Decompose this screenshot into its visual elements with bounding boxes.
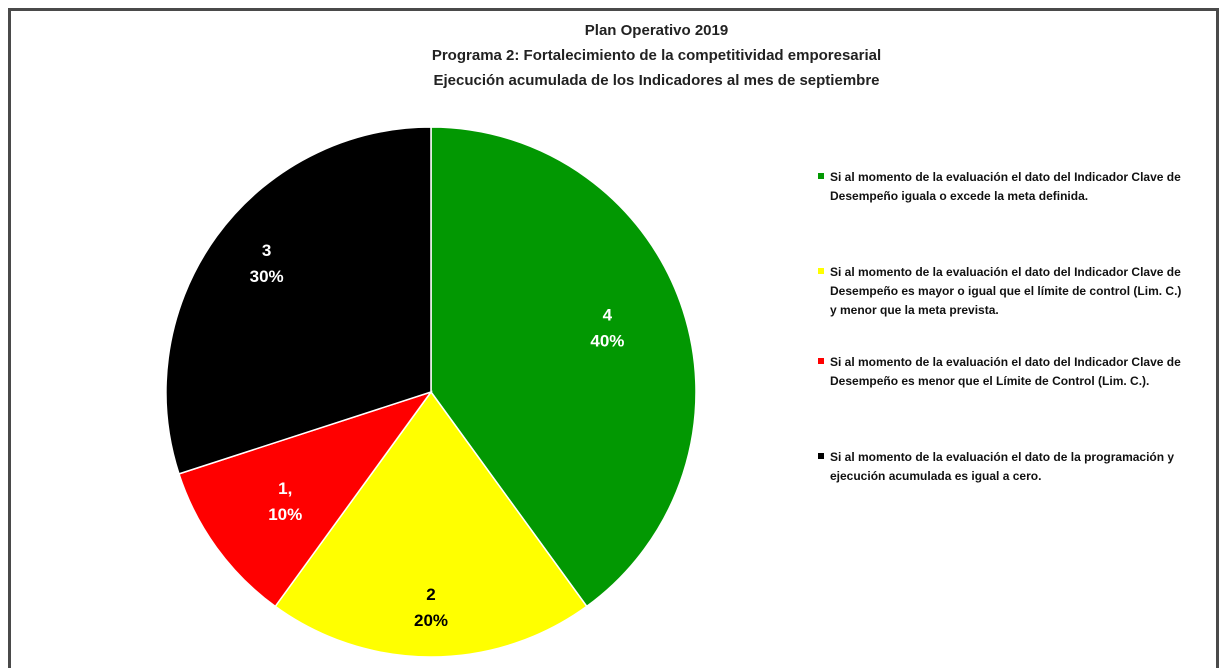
page-top-strip (0, 0, 1227, 8)
legend-swatch-black (818, 453, 824, 459)
legend-swatch-green (818, 173, 824, 179)
legend-item-yellow: Si al momento de la evaluación el dato d… (818, 263, 1188, 320)
chart-subtitle: Programa 2: Fortalecimiento de la compet… (431, 47, 882, 64)
slice-percent-label-4: 30% (250, 267, 284, 286)
legend-text-black: Si al momento de la evaluación el dato d… (830, 450, 1175, 483)
legend-item-black: Si al momento de la evaluación el dato d… (818, 448, 1188, 486)
legend-swatch-yellow (818, 268, 824, 274)
pie-slice-3 (178, 390, 433, 608)
slice-category-label-4: 3 (262, 241, 271, 260)
pie-slice-1 (430, 126, 697, 608)
slice-percent-label-1: 40% (590, 332, 624, 351)
slice-percent-label-2: 20% (414, 611, 448, 630)
legend-item-red: Si al momento de la evaluación el dato d… (818, 353, 1188, 391)
slice-category-label-1: 4 (603, 306, 613, 325)
pie-slice-2 (274, 390, 588, 658)
slice-category-label-2: 2 (426, 585, 435, 604)
legend-text-yellow: Si al momento de la evaluación el dato d… (830, 265, 1182, 317)
legend-text-green: Si al momento de la evaluación el dato d… (830, 170, 1181, 203)
legend-swatch-red (818, 358, 824, 364)
legend-item-green: Si al momento de la evaluación el dato d… (818, 168, 1188, 206)
pie-slice-4 (165, 126, 432, 475)
legend-text-red: Si al momento de la evaluación el dato d… (830, 355, 1181, 388)
slice-category-label-3: 1, (278, 479, 292, 498)
slice-percent-label-3: 10% (268, 505, 302, 524)
chart-subtitle-2: Ejecución acumulada de los Indicadores a… (433, 72, 880, 89)
chart-title: Plan Operativo 2019 (584, 22, 729, 39)
